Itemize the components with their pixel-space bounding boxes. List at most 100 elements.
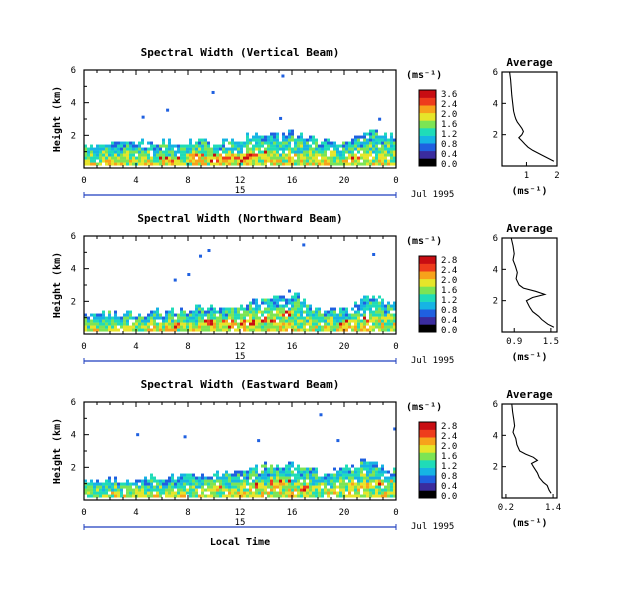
heatmap-cell [156,328,159,332]
heatmap-cell [288,467,291,471]
heatmap-cell [171,147,174,151]
heatmap-cell [147,153,150,157]
heatmap-cell [336,147,339,151]
heatmap-cell [363,295,366,299]
heatmap-cell [345,325,348,329]
heatmap-cell [132,491,135,495]
heatmap-cell [171,485,174,489]
heatmap-cell [378,322,381,326]
heatmap-cell [282,304,285,308]
heatmap-cell [291,479,294,483]
heatmap-cell [354,319,357,323]
heatmap-cell [384,488,387,492]
heatmap-cell [237,147,240,151]
heatmap-cell [261,138,264,142]
heatmap-cell [213,328,216,332]
heatmap-cell [174,491,177,495]
heatmap-cell [288,141,291,145]
heatmap-cell [105,316,108,320]
heatmap-cell [288,482,291,486]
heatmap-cell [135,485,138,489]
heatmap-cell [246,135,249,139]
heatmap-cell [264,470,267,474]
heatmap-cell [99,316,102,320]
heatmap-cell [204,479,207,483]
heatmap-cell [300,153,303,157]
colorbar-tick-label: 1.6 [441,286,457,296]
heatmap-cell [195,328,198,332]
heatmap-cell [369,479,372,483]
heatmap-cell [192,482,195,486]
heatmap-cell [351,494,354,498]
heatmap-cell [111,482,114,486]
heatmap-cell [240,479,243,483]
heatmap-cell [393,153,396,157]
heatmap-cell [279,298,282,302]
colorbar-swatch [419,444,436,453]
heatmap-cell [129,144,132,148]
heatmap-cell [177,328,180,332]
heatmap-cell [225,138,228,142]
heatmap-cell [243,313,246,317]
heatmap-cell [243,310,246,314]
profile-y-tick-label: 4 [493,99,498,109]
colorbar-swatch [419,475,436,484]
heatmap-cell [153,313,156,317]
heatmap-cell [363,319,366,323]
heatmap-cell [198,307,201,311]
heatmap-cell [96,150,99,154]
heatmap-cell [255,485,258,489]
heatmap-cell [306,313,309,317]
heatmap-cell [138,313,141,317]
heatmap-cell [222,491,225,495]
heatmap-cell [387,144,390,148]
heatmap-cell [390,144,393,148]
heatmap-cell [210,310,213,314]
heatmap-cell [114,325,117,329]
heatmap-cell [324,485,327,489]
heatmap-cell [369,310,372,314]
heatmap-cell [348,147,351,151]
heatmap-cell [306,310,309,314]
heatmap-cell [357,488,360,492]
heatmap-cell [120,482,123,486]
heatmap-cell [153,328,156,332]
heatmap-cell [309,485,312,489]
heatmap-cell [393,328,396,332]
heatmap-cell [276,132,279,136]
heatmap-cell [141,491,144,495]
heatmap-cell [249,328,252,332]
panel-1: Spectral Width (Vertical Beam)642Height … [51,46,560,200]
heatmap-cell [267,322,270,326]
heatmap-cell [183,150,186,154]
heatmap-cell [303,322,306,326]
heatmap-cell [162,156,165,160]
heatmap-cell [264,325,267,329]
heatmap-cell [369,461,372,465]
profile-y-tick-label: 2 [493,297,498,307]
heatmap-cell [342,141,345,145]
heatmap-cell [213,319,216,323]
heatmap-cell [195,159,198,163]
heatmap-cell [306,141,309,145]
heatmap-cell [249,470,252,474]
heatmap-cell [282,132,285,136]
heatmap-cell [378,313,381,317]
heatmap-cell [315,488,318,492]
heatmap-cell [309,322,312,326]
heatmap-cell [270,322,273,326]
heatmap-cell [192,319,195,323]
heatmap-cell [195,488,198,492]
heatmap-cell [243,482,246,486]
heatmap-cell [264,141,267,145]
heatmap-cell [135,144,138,148]
heatmap-cell [345,162,348,166]
heatmap-cell [156,150,159,154]
heatmap-cell [363,328,366,332]
heatmap-cell [144,491,147,495]
heatmap-cell [312,162,315,166]
heatmap-cell [255,159,258,163]
heatmap-cell [339,156,342,160]
heatmap-cell [216,156,219,160]
heatmap-cell [222,138,225,142]
